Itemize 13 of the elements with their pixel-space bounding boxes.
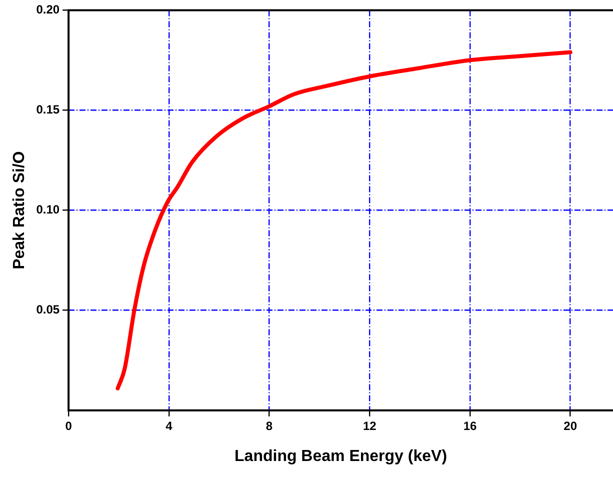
x-tick-label: 0	[65, 418, 72, 433]
x-tick-label: 20	[564, 418, 578, 433]
x-axis-title: Landing Beam Energy (keV)	[234, 448, 448, 465]
x-tick-label: 8	[266, 418, 273, 433]
x-tick-label: 4	[166, 418, 173, 433]
line-series	[116, 50, 572, 390]
y-tick-label: 0.15	[36, 102, 60, 117]
y-tick-label: 0.20	[36, 2, 60, 17]
x-tick-label: 12	[362, 418, 377, 433]
y-tick-label: 0.10	[36, 202, 60, 217]
x-tick-label: 16	[463, 418, 477, 433]
y-axis-title: Peak Ratio Si/O	[11, 151, 28, 270]
y-tick-label: 0.05	[36, 302, 60, 317]
